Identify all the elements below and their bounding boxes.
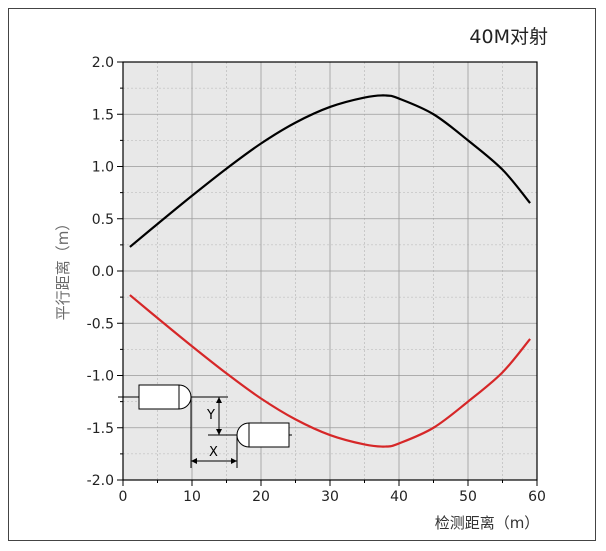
x-tick-label: 30	[321, 489, 339, 505]
y-tick-label: 2.0	[92, 55, 114, 71]
sensor-diagram: YX	[118, 384, 292, 468]
y-tick-label: 1.5	[92, 107, 114, 123]
series-line-2	[129, 294, 531, 448]
x-tick-label: 10	[183, 489, 201, 505]
receiver-body	[248, 422, 290, 448]
y-tick-label: -1.0	[87, 369, 114, 385]
x-axis-label: 检测距离（m）	[435, 514, 540, 532]
y-tick-label: 0.0	[92, 264, 114, 280]
y-dimension-label: Y	[206, 408, 215, 423]
y-tick-label: 0.5	[92, 212, 114, 228]
x-tick-label: 40	[390, 489, 408, 505]
x-tick-label: 20	[252, 489, 270, 505]
y-axis-label: 平行距离（m）	[54, 216, 72, 321]
y-tick-label: -2.0	[87, 473, 114, 489]
x-tick-label: 50	[459, 489, 477, 505]
x-tick-label: 0	[119, 489, 128, 505]
series-line-1	[129, 94, 531, 248]
x-tick-label: 60	[528, 489, 546, 505]
y-tick-label: 1.0	[92, 160, 114, 176]
y-tick-label: -0.5	[87, 316, 114, 332]
chart-title: 40M对射	[469, 26, 548, 48]
emitter-body	[138, 384, 180, 410]
x-dimension-label: X	[209, 445, 218, 460]
y-tick-label: -1.5	[87, 421, 114, 437]
